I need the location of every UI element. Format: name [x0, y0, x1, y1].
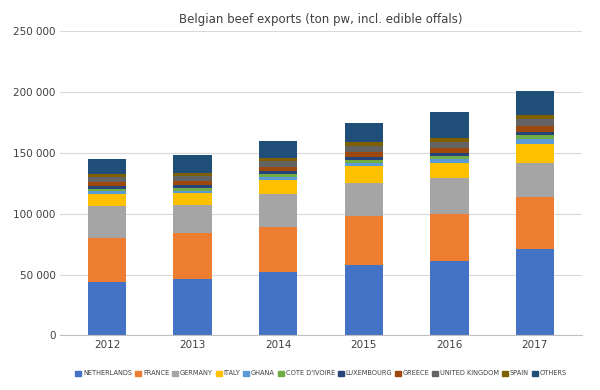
Legend: NETHERLANDS, FRANCE, GERMANY, ITALY, GHANA, COTE D'IVOIRE, LUXEMBOURG, GREECE, U: NETHERLANDS, FRANCE, GERMANY, ITALY, GHA…: [74, 369, 568, 378]
Bar: [515, 135, 554, 140]
Bar: [88, 238, 127, 282]
Bar: [88, 191, 127, 194]
Bar: [88, 206, 127, 238]
Bar: [430, 148, 469, 153]
Bar: [173, 181, 212, 185]
Bar: [515, 126, 554, 131]
Bar: [430, 138, 469, 142]
Bar: [344, 216, 383, 265]
Bar: [344, 157, 383, 160]
Bar: [344, 183, 383, 216]
Bar: [173, 279, 212, 335]
Bar: [173, 193, 212, 205]
Bar: [173, 191, 212, 193]
Bar: [515, 91, 554, 115]
Bar: [430, 261, 469, 335]
Bar: [515, 140, 554, 144]
Bar: [259, 180, 298, 194]
Bar: [88, 174, 127, 177]
Bar: [344, 163, 383, 166]
Bar: [259, 158, 298, 161]
Bar: [173, 155, 212, 173]
Bar: [259, 161, 298, 167]
Bar: [515, 144, 554, 163]
Bar: [259, 194, 298, 227]
Bar: [259, 174, 298, 177]
Bar: [430, 163, 469, 179]
Bar: [259, 171, 298, 174]
Bar: [344, 123, 383, 142]
Bar: [88, 186, 127, 190]
Bar: [344, 160, 383, 163]
Bar: [259, 167, 298, 171]
Bar: [88, 282, 127, 335]
Bar: [515, 131, 554, 135]
Bar: [259, 141, 298, 158]
Bar: [173, 173, 212, 176]
Bar: [173, 188, 212, 191]
Bar: [515, 197, 554, 249]
Bar: [88, 194, 127, 206]
Bar: [430, 142, 469, 148]
Bar: [430, 112, 469, 138]
Bar: [259, 227, 298, 272]
Bar: [515, 163, 554, 197]
Bar: [430, 214, 469, 261]
Bar: [344, 152, 383, 157]
Bar: [259, 177, 298, 180]
Bar: [430, 179, 469, 214]
Bar: [515, 119, 554, 126]
Bar: [173, 205, 212, 233]
Title: Belgian beef exports (ton pw, incl. edible offals): Belgian beef exports (ton pw, incl. edib…: [179, 13, 463, 26]
Bar: [344, 145, 383, 152]
Bar: [173, 185, 212, 188]
Bar: [344, 142, 383, 145]
Bar: [344, 166, 383, 183]
Bar: [515, 249, 554, 335]
Bar: [88, 190, 127, 191]
Bar: [344, 265, 383, 335]
Bar: [430, 156, 469, 159]
Bar: [430, 153, 469, 156]
Bar: [430, 159, 469, 163]
Bar: [88, 177, 127, 182]
Bar: [259, 272, 298, 335]
Bar: [88, 182, 127, 186]
Bar: [173, 176, 212, 181]
Bar: [173, 233, 212, 279]
Bar: [88, 159, 127, 174]
Bar: [515, 115, 554, 119]
